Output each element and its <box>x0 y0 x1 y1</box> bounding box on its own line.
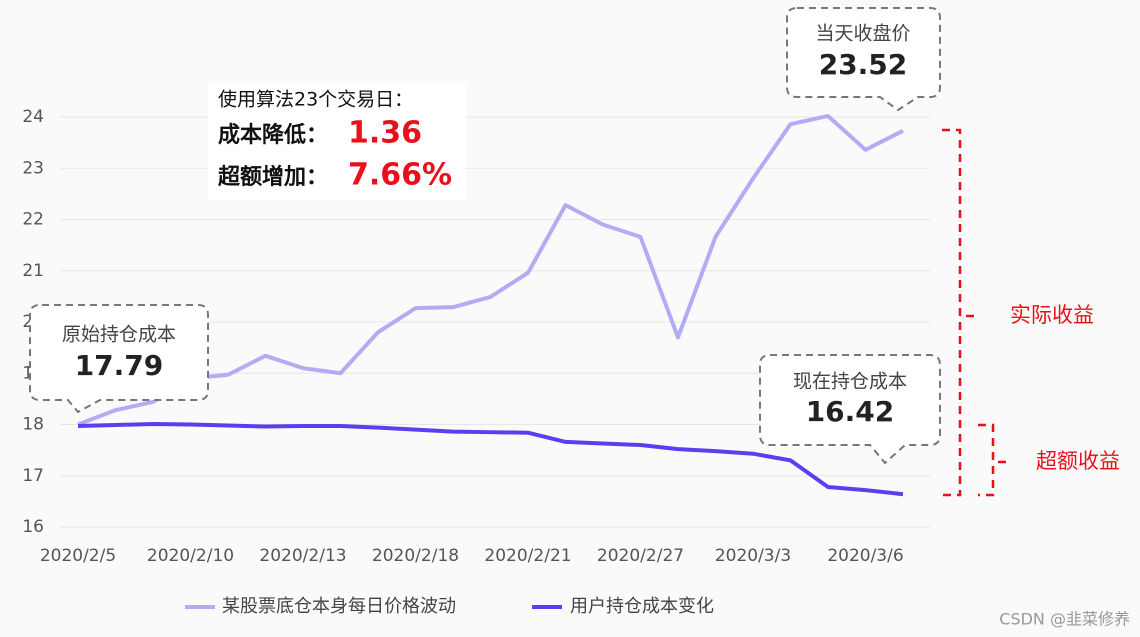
x-tick-label: 2020/2/18 <box>372 546 459 566</box>
y-tick-label: 21 <box>22 261 44 281</box>
bracket <box>978 423 995 497</box>
x-tick-label: 2020/2/21 <box>484 546 571 566</box>
x-tick-label: 2020/3/3 <box>715 546 791 566</box>
y-tick-label: 18 <box>22 415 44 435</box>
summary-value: 7.66% <box>348 158 452 193</box>
callout-box <box>786 7 941 112</box>
y-tick-label: 22 <box>22 210 44 230</box>
callout-value: 17.79 <box>75 349 164 382</box>
callout-title: 原始持仓成本 <box>62 324 176 346</box>
legend-label: 某股票底仓本身每日价格波动 <box>222 596 456 617</box>
y-tick-label: 16 <box>22 517 44 537</box>
summary-box <box>208 84 466 200</box>
summary-heading: 使用算法23个交易日： <box>218 89 413 111</box>
callout-value: 16.42 <box>806 395 895 428</box>
x-tick-label: 2020/2/10 <box>147 546 234 566</box>
summary-value: 1.36 <box>348 116 422 151</box>
bracket-label: 超额收益 <box>1036 449 1120 473</box>
callout-title: 现在持仓成本 <box>793 371 907 393</box>
callout-box <box>29 304 209 414</box>
x-tick-label: 2020/3/6 <box>827 546 903 566</box>
y-tick-label: 17 <box>22 466 44 486</box>
y-tick-label: 24 <box>22 107 44 127</box>
summary-label: 超额增加： <box>218 164 328 190</box>
watermark: CSDN @韭菜修养 <box>999 610 1130 629</box>
callout-box <box>759 354 941 465</box>
summary-label: 成本降低： <box>218 123 328 148</box>
callout-title: 当天收盘价 <box>815 23 910 45</box>
x-tick-label: 2020/2/5 <box>40 546 116 566</box>
callout-value: 23.52 <box>819 48 908 81</box>
legend-label: 用户持仓成本变化 <box>570 596 714 617</box>
series-line <box>77 113 904 427</box>
y-tick-label: 23 <box>22 158 44 178</box>
x-tick-label: 2020/2/13 <box>259 546 346 566</box>
bracket <box>942 128 962 497</box>
lines <box>77 113 904 497</box>
x-tick-label: 2020/2/27 <box>597 546 684 566</box>
series-line <box>77 421 904 497</box>
bracket-label: 实际收益 <box>1010 303 1094 327</box>
